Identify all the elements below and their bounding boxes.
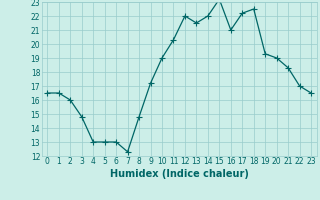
X-axis label: Humidex (Indice chaleur): Humidex (Indice chaleur) [110,169,249,179]
